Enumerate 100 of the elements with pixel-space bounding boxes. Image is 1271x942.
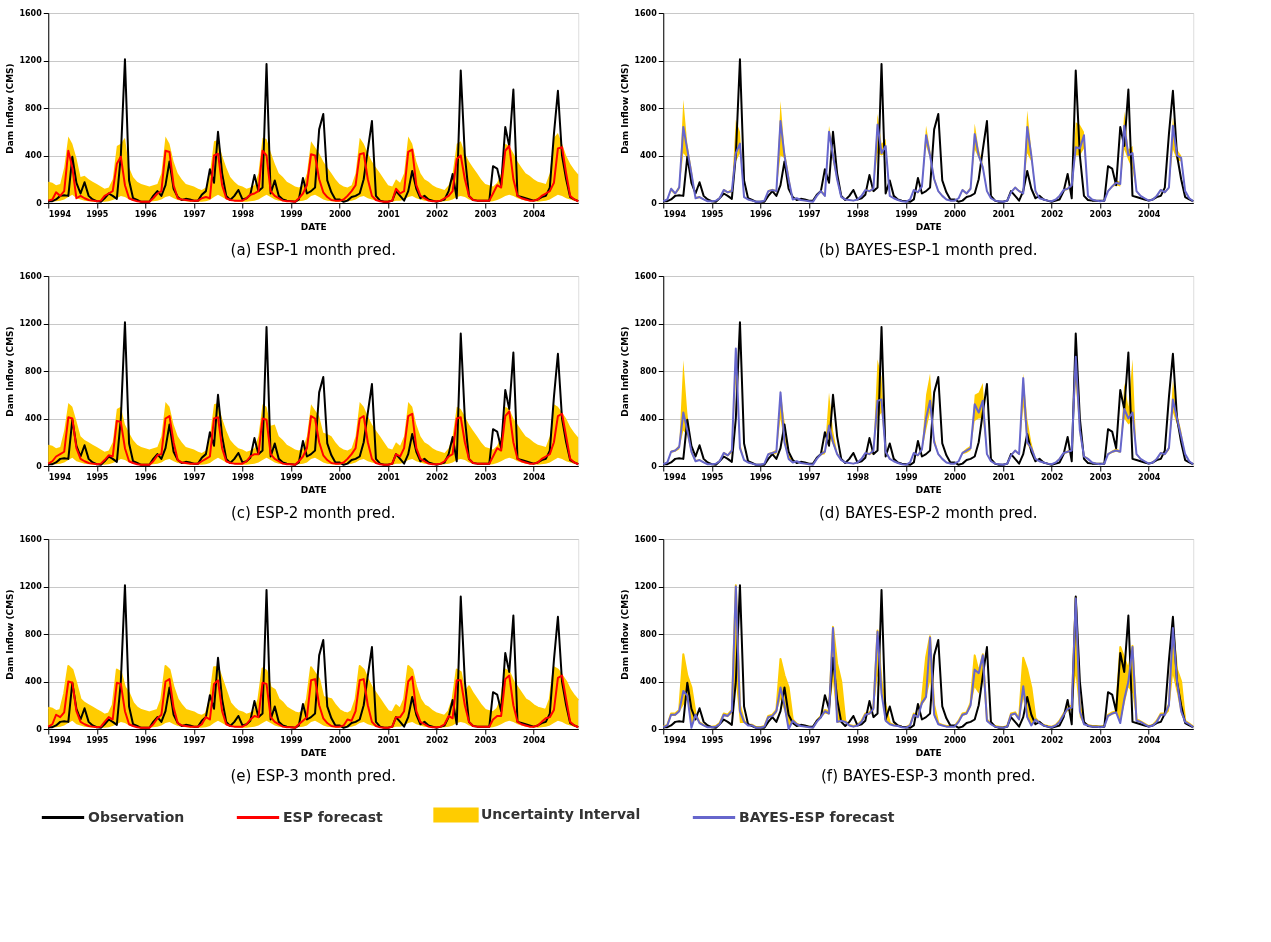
y-tick-label: 400 [640, 414, 658, 423]
y-tick-label: 0 [36, 461, 43, 471]
y-tick-label: 1200 [634, 56, 658, 65]
x-tick-label: 1994 [48, 735, 72, 745]
x-tick-label: 1995 [86, 735, 109, 745]
x-tick-label: 1999 [280, 472, 304, 482]
x-tick-label: 1996 [134, 472, 158, 482]
x-axis-title: DATE [915, 484, 942, 495]
x-tick-label: 2003 [1089, 735, 1112, 745]
y-tick-label: 800 [25, 629, 43, 639]
y-tick-label: 1600 [19, 271, 43, 281]
y-tick-label: 800 [640, 103, 658, 113]
x-tick-label: 1997 [798, 209, 821, 219]
y-tick-label: 800 [640, 629, 658, 639]
x-tick-label: 1995 [86, 472, 109, 482]
x-tick-label: 2001 [992, 735, 1016, 745]
y-axis-title: Dam Inflow (CMS) [620, 63, 631, 154]
x-tick-label: 1994 [48, 209, 72, 219]
y-tick-label: 1600 [634, 8, 658, 18]
x-tick-label: 1997 [183, 472, 206, 482]
x-tick-label: 1998 [846, 735, 870, 745]
x-tick-label: 2002 [426, 735, 449, 745]
x-tick-label: 1998 [231, 209, 255, 219]
x-tick-label: 1997 [798, 472, 821, 482]
text: (c) ESP-2 month pred. [231, 504, 396, 522]
y-axis-title: Dam Inflow (CMS) [5, 326, 16, 417]
x-tick-label: 2004 [523, 209, 546, 219]
x-tick-label: 2003 [474, 472, 497, 482]
x-tick-label: 2002 [1041, 472, 1064, 482]
text: (f) BAYES-ESP-3 month pred. [821, 767, 1036, 785]
x-tick-label: 2000 [943, 472, 967, 482]
x-tick-label: 2003 [1089, 209, 1112, 219]
y-tick-label: 0 [36, 198, 43, 208]
x-tick-label: 1998 [846, 209, 870, 219]
x-tick-label: 1997 [798, 735, 821, 745]
x-tick-label: 2002 [1041, 209, 1064, 219]
y-tick-label: 1600 [634, 534, 658, 544]
x-axis-title: DATE [915, 221, 942, 232]
x-tick-label: 2004 [523, 472, 546, 482]
x-tick-label: 1996 [749, 472, 773, 482]
x-tick-label: 1996 [134, 209, 158, 219]
x-tick-label: 1994 [48, 472, 72, 482]
y-tick-label: 800 [640, 366, 658, 376]
y-tick-label: 400 [25, 677, 43, 686]
x-axis-title: DATE [300, 221, 327, 232]
x-tick-label: 2000 [328, 472, 352, 482]
x-tick-label: 1995 [701, 472, 724, 482]
x-tick-label: 2003 [1089, 472, 1112, 482]
y-tick-label: 1200 [19, 56, 43, 65]
text: (e) ESP-3 month pred. [230, 767, 396, 785]
x-tick-label: 1999 [895, 209, 919, 219]
y-tick-label: 1200 [634, 319, 658, 328]
x-tick-label: 1999 [895, 472, 919, 482]
y-axis-title: Dam Inflow (CMS) [620, 326, 631, 417]
x-tick-label: 2000 [328, 209, 352, 219]
x-tick-label: 2003 [474, 735, 497, 745]
x-tick-label: 1995 [701, 209, 724, 219]
y-tick-label: 800 [25, 103, 43, 113]
x-tick-label: 2001 [377, 735, 401, 745]
text: (d) BAYES-ESP-2 month pred. [818, 504, 1038, 522]
y-axis-title: Dam Inflow (CMS) [5, 63, 16, 154]
x-tick-label: 2001 [377, 472, 401, 482]
x-tick-label: 2001 [377, 209, 401, 219]
y-tick-label: 1600 [634, 271, 658, 281]
x-tick-label: 1994 [663, 735, 687, 745]
x-tick-label: 2002 [426, 472, 449, 482]
x-axis-title: DATE [915, 747, 942, 758]
x-tick-label: 1999 [280, 209, 304, 219]
y-tick-label: 400 [25, 414, 43, 423]
x-tick-label: 1999 [280, 735, 304, 745]
x-tick-label: 2000 [943, 209, 967, 219]
x-tick-label: 2002 [426, 209, 449, 219]
x-tick-label: 2004 [1138, 735, 1161, 745]
y-tick-label: 0 [651, 461, 658, 471]
x-tick-label: 2003 [474, 209, 497, 219]
y-tick-label: 1600 [19, 8, 43, 18]
legend-label: BAYES-ESP forecast [739, 808, 895, 825]
x-tick-label: 1997 [183, 209, 206, 219]
text: (b) BAYES-ESP-1 month pred. [818, 241, 1038, 259]
y-tick-label: 400 [640, 151, 658, 160]
y-tick-label: 0 [651, 724, 658, 734]
y-tick-label: 800 [25, 366, 43, 376]
y-tick-label: 400 [640, 677, 658, 686]
x-tick-label: 1996 [134, 735, 158, 745]
x-tick-label: 1998 [231, 735, 255, 745]
x-tick-label: 2000 [943, 735, 967, 745]
x-tick-label: 2001 [992, 472, 1016, 482]
x-tick-label: 1998 [846, 472, 870, 482]
x-axis-title: DATE [300, 747, 327, 758]
legend-label: Observation [88, 808, 185, 825]
y-axis-title: Dam Inflow (CMS) [5, 589, 16, 680]
text: (a) ESP-1 month pred. [230, 241, 396, 259]
x-tick-label: 1997 [183, 735, 206, 745]
y-tick-label: 1200 [19, 319, 43, 328]
x-tick-label: 1999 [895, 735, 919, 745]
x-tick-label: 1995 [701, 735, 724, 745]
y-tick-label: 1600 [19, 534, 43, 544]
legend-label: ESP forecast [283, 808, 383, 825]
x-axis-title: DATE [300, 484, 327, 495]
x-tick-label: 1998 [231, 472, 255, 482]
